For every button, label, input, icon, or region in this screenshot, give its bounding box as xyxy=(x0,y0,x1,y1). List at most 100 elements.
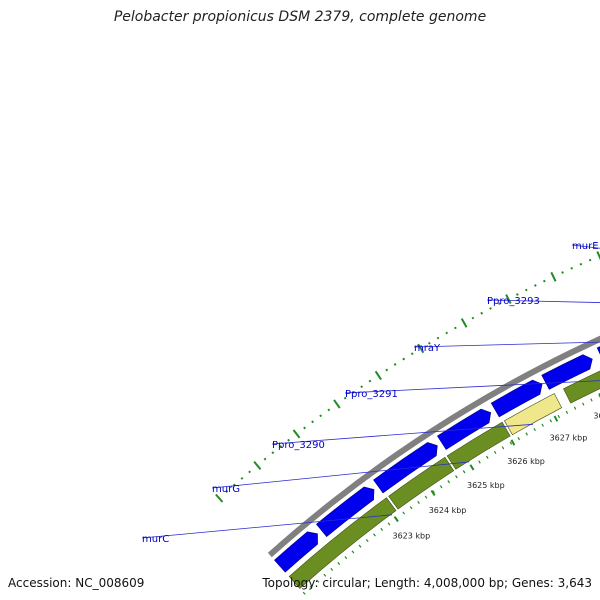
inner-tick-dot xyxy=(380,527,384,531)
outer-tick-dot xyxy=(343,396,347,400)
inner-tick-dot xyxy=(337,561,341,566)
genome-backbone xyxy=(267,335,600,558)
outer-tick-dot xyxy=(588,258,592,262)
outer-tick-dot xyxy=(368,379,372,383)
outer-tick-dot xyxy=(287,438,291,442)
outer-tick-dot xyxy=(303,426,306,430)
inner-tick-dot xyxy=(302,591,306,595)
kbp-label: 3625 kbp xyxy=(467,481,505,490)
outer-tick-dot xyxy=(436,336,440,340)
outer-tick-dot xyxy=(271,451,275,455)
inner-tick-dot xyxy=(565,410,569,414)
outer-tick-dot xyxy=(534,284,537,287)
outer-tick-dot xyxy=(333,399,341,409)
reverse-cds-segment xyxy=(563,370,600,404)
inner-tick-dot xyxy=(557,414,561,419)
inner-tick-dot xyxy=(447,480,451,484)
gene-leader-line xyxy=(141,514,393,539)
outer-tick-dot xyxy=(360,385,364,389)
reverse-strand-track xyxy=(288,370,600,589)
outer-tick-dot xyxy=(402,357,406,361)
outer-tick-dot xyxy=(427,341,431,345)
inner-tick-dot xyxy=(517,437,521,441)
forward-cds-arrow xyxy=(490,379,543,418)
kbp-label: 3628 kbp xyxy=(593,412,600,421)
outer-tick-dot xyxy=(225,490,229,493)
outer-tick-dot xyxy=(505,294,512,304)
outer-tick-dot xyxy=(543,279,546,283)
outer-tick-dot xyxy=(248,470,251,474)
outer-tick-dot xyxy=(516,293,519,296)
inner-tick-dot xyxy=(470,465,474,469)
outer-tick-dot xyxy=(385,368,389,372)
outer-tick-dot xyxy=(311,420,315,424)
gene-leader-line xyxy=(344,380,600,394)
outer-tick-dot xyxy=(570,266,574,270)
outer-tick-dot xyxy=(417,343,425,354)
outer-tick-dot xyxy=(263,457,267,461)
outer-tick-dot xyxy=(445,331,449,335)
kbp-tick-mark xyxy=(510,439,516,446)
highlighted-cds-segment xyxy=(503,393,563,436)
outer-tick-dot xyxy=(460,318,468,328)
inner-tick-dot xyxy=(316,579,320,583)
inner-tick-dot xyxy=(478,460,481,464)
forward-cds-arrow xyxy=(596,346,600,355)
inner-tick-dot xyxy=(417,500,420,504)
inner-tick-dot xyxy=(582,402,585,406)
inner-tick-dot xyxy=(573,406,577,410)
inner-tick-dot xyxy=(323,573,327,577)
inner-tick-dot xyxy=(351,550,355,554)
outer-tick-dot xyxy=(319,414,323,418)
inner-tick-dot xyxy=(358,544,362,548)
outer-tick-dot xyxy=(489,307,492,310)
outer-tick-dot xyxy=(327,408,331,412)
map-title: Pelobacter propionicus DSM 2379, complet… xyxy=(113,9,487,25)
inner-tick-dot xyxy=(395,516,398,520)
inner-tick-dot xyxy=(432,490,435,494)
gene-label: Ppro_3293 xyxy=(487,296,540,307)
outer-tick-dot xyxy=(498,302,501,306)
kbp-label: 3627 kbp xyxy=(550,434,588,443)
inner-tick-dot xyxy=(402,511,406,515)
gene-label: mraY xyxy=(414,343,441,354)
gene-leader-line xyxy=(413,341,600,348)
inner-tick-dot xyxy=(365,539,369,543)
outer-tick-dot xyxy=(579,262,583,266)
inner-tick-dot xyxy=(387,522,391,526)
inner-tick-dot xyxy=(462,470,466,474)
inner-tick-dot xyxy=(424,495,428,499)
forward-cds-arrow xyxy=(373,442,438,494)
inner-tick-dot xyxy=(590,398,593,402)
inner-tick-dot xyxy=(309,585,313,589)
gene-label: murC xyxy=(142,534,169,545)
forward-cds-arrow xyxy=(541,354,593,390)
forward-cds-arrow xyxy=(315,486,375,538)
kbp-label: 3623 kbp xyxy=(393,532,431,541)
outer-tick-dot xyxy=(374,370,382,381)
inner-tick-dot xyxy=(344,556,348,560)
kbp-tick-mark xyxy=(430,489,436,496)
gene-leader-line xyxy=(271,423,533,445)
inner-tick-dot xyxy=(493,450,497,455)
outer-tick-dot xyxy=(292,429,301,439)
inner-tick-dot xyxy=(455,475,458,479)
inner-tick-dot xyxy=(501,446,505,450)
forward-cds-arrow xyxy=(274,531,318,573)
outer-tick-dot xyxy=(215,493,224,503)
kbp-tick-mark xyxy=(553,415,559,422)
inner-tick-dot xyxy=(439,485,443,489)
inner-tick-dot xyxy=(373,533,376,537)
outer-tick-dot xyxy=(524,288,528,292)
outer-tick-dot xyxy=(410,352,414,356)
outer-tick-dot xyxy=(596,251,600,261)
inner-tick-dot xyxy=(549,419,553,423)
kbp-ticks: 3623 kbp 3624 kbp 3625 kbp 3626 kbp 3627 kbp… xyxy=(302,393,600,595)
gene-leader-line xyxy=(211,461,470,489)
genome-backbone-ring xyxy=(267,335,600,558)
outer-tick-dot xyxy=(253,460,262,470)
outer-tick-dot xyxy=(454,326,457,330)
outer-tick-dot xyxy=(561,271,564,274)
accession-text: Accession: NC_008609 xyxy=(8,576,145,590)
